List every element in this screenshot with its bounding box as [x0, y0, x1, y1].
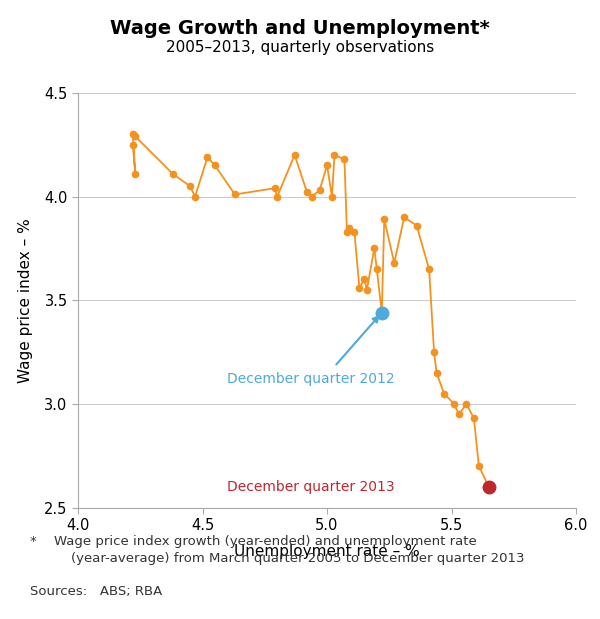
Text: Wage Growth and Unemployment*: Wage Growth and Unemployment*: [110, 19, 490, 38]
X-axis label: Unemployment rate – %: Unemployment rate – %: [234, 544, 420, 559]
Text: December quarter 2012: December quarter 2012: [227, 372, 395, 386]
Text: Wage price index growth (year-ended) and unemployment rate
    (year-average) fr: Wage price index growth (year-ended) and…: [54, 535, 524, 565]
Y-axis label: Wage price index – %: Wage price index – %: [18, 218, 33, 383]
Text: December quarter 2013: December quarter 2013: [227, 480, 395, 494]
Text: 2005–2013, quarterly observations: 2005–2013, quarterly observations: [166, 40, 434, 55]
Text: Sources:   ABS; RBA: Sources: ABS; RBA: [30, 585, 162, 598]
Text: *: *: [30, 535, 37, 548]
